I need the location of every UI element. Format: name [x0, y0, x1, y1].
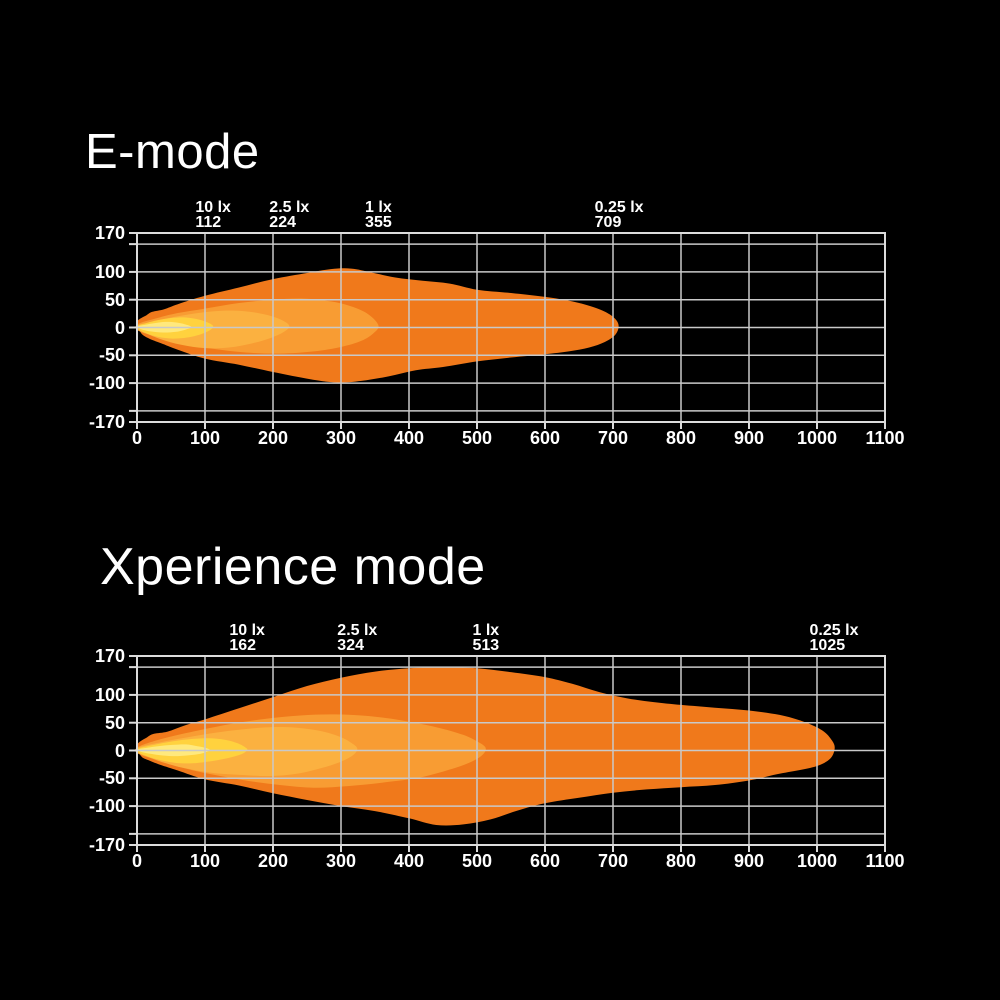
lux-annotation-distance: 1025 — [809, 637, 846, 654]
x-tick-label: 300 — [325, 851, 357, 871]
x-tick-label: 1000 — [796, 851, 838, 871]
lux-annotation-level: 10 lx — [195, 199, 231, 216]
y-tick-label: -170 — [88, 412, 125, 432]
x-tick-label: 0 — [131, 428, 143, 448]
x-tick-label: 400 — [393, 428, 425, 448]
x-tick-label: 100 — [189, 851, 221, 871]
x-tick-label: 900 — [733, 851, 765, 871]
lux-annotation-level: 2.5 lx — [269, 199, 310, 216]
y-tick-label: 0 — [114, 740, 125, 761]
xperience-mode-title: Xperience mode — [100, 538, 486, 596]
lux-annotation: 2.5 lx 324 — [337, 622, 378, 654]
y-tick-label: 50 — [104, 712, 125, 733]
y-tick-label: 170 — [94, 646, 125, 666]
lux-annotation: 10 lx 162 — [229, 622, 265, 654]
y-tick-label: -170 — [88, 835, 125, 855]
lux-annotation-level: 0.25 lx — [594, 199, 644, 216]
x-tick-label: 500 — [461, 428, 493, 448]
y-tick-label: -100 — [88, 796, 125, 817]
x-tick-label: 100 — [189, 428, 221, 448]
y-tick-label: 50 — [104, 289, 125, 310]
x-tick-label: 200 — [257, 851, 289, 871]
e-mode-title: E-mode — [85, 125, 260, 179]
lux-annotation-level: 1 lx — [365, 199, 392, 216]
y-tick-label: 100 — [94, 261, 125, 282]
y-tick-label: -100 — [88, 373, 125, 394]
lux-annotation: 1 lx 513 — [472, 622, 500, 654]
x-tick-label: 800 — [665, 851, 697, 871]
x-tick-label: 1000 — [796, 428, 838, 448]
x-tick-label: 400 — [393, 851, 425, 871]
y-tick-label: 0 — [114, 317, 125, 338]
x-tick-label: 0 — [131, 851, 143, 871]
lux-annotation-distance: 162 — [229, 637, 257, 654]
x-tick-label: 900 — [733, 428, 765, 448]
x-tick-label: 600 — [529, 428, 561, 448]
lux-annotation: 2.5 lx 224 — [269, 199, 310, 231]
x-tick-label: 300 — [325, 428, 357, 448]
x-tick-label: 500 — [461, 851, 493, 871]
lux-annotation: 1 lx 355 — [365, 199, 392, 231]
y-tick-label: -50 — [98, 768, 125, 789]
beam-plot — [129, 655, 886, 852]
x-tick-label: 700 — [597, 428, 629, 448]
lux-annotation-level: 0.25 lx — [809, 622, 859, 639]
lux-annotation: 0.25 lx 1025 — [809, 622, 859, 654]
y-tick-label: -50 — [98, 345, 125, 366]
x-tick-label: 800 — [665, 428, 697, 448]
lux-annotation: 10 lx 112 — [195, 199, 231, 231]
lux-annotation-distance: 324 — [337, 637, 364, 654]
y-tick-label: 170 — [94, 223, 125, 243]
y-tick-label: 100 — [94, 684, 125, 705]
lux-annotation-distance: 224 — [269, 214, 296, 231]
lux-annotation-level: 1 lx — [472, 622, 500, 639]
e-mode-plot-area: 170 100 50 0 -50 -100 -170 0 100 200 300 400 500 600 7… — [89, 200, 905, 449]
x-tick-label: 1100 — [865, 428, 905, 448]
lux-annotation-distance: 709 — [594, 214, 622, 231]
lux-annotation-distance: 112 — [195, 214, 222, 231]
lux-annotation-level: 10 lx — [229, 622, 265, 639]
lux-annotation-level: 2.5 lx — [337, 622, 378, 639]
x-tick-label: 200 — [257, 428, 289, 448]
x-tick-label: 600 — [529, 851, 561, 871]
lux-annotation: 0.25 lx 709 — [594, 199, 644, 231]
x-tick-label: 1100 — [865, 851, 905, 871]
xperience-mode-plot-area: 170 100 50 0 -50 -100 -170 0 100 200 300 400 500 600 7… — [89, 623, 905, 872]
lux-annotation-distance: 513 — [472, 637, 500, 654]
x-tick-label: 700 — [597, 851, 629, 871]
lux-annotation-distance: 355 — [365, 214, 392, 231]
beam-plot — [129, 232, 886, 429]
